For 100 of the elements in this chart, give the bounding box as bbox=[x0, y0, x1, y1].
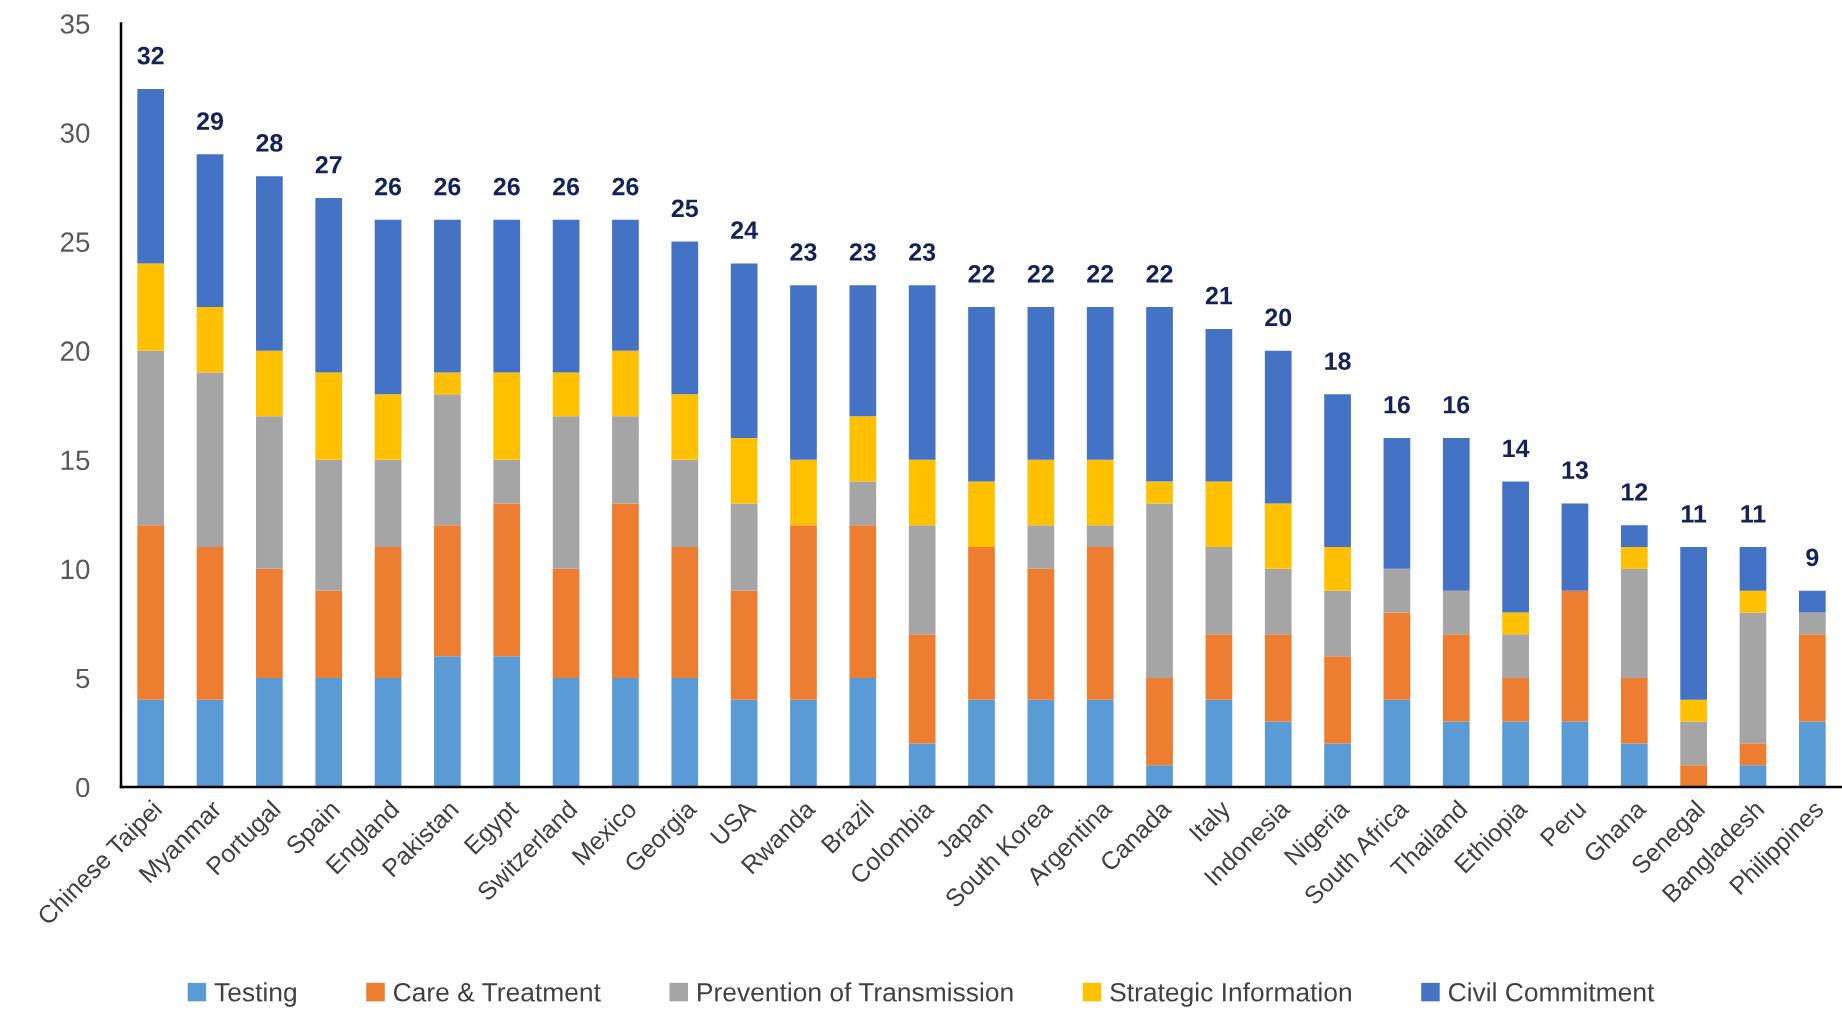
bar bbox=[671, 547, 699, 678]
bar bbox=[1027, 525, 1055, 569]
legend-label: Care & Treatment bbox=[393, 982, 601, 1002]
bar bbox=[612, 350, 639, 417]
y-tick-label: 35 bbox=[60, 14, 90, 34]
bar bbox=[1264, 350, 1292, 504]
total-label: 25 bbox=[671, 199, 698, 218]
bar bbox=[849, 285, 877, 417]
bar bbox=[1324, 394, 1351, 548]
bar bbox=[1264, 568, 1292, 635]
bar bbox=[256, 176, 283, 351]
bar bbox=[612, 503, 639, 678]
bar bbox=[1680, 547, 1707, 700]
bar bbox=[1739, 590, 1767, 613]
bar bbox=[1086, 459, 1114, 526]
bar bbox=[849, 481, 877, 526]
y-tick-label: 10 bbox=[61, 559, 90, 580]
total-label: 16 bbox=[1443, 395, 1470, 414]
bar bbox=[790, 699, 817, 788]
bar bbox=[256, 568, 283, 678]
bar bbox=[137, 525, 165, 700]
bar bbox=[671, 459, 699, 548]
bar bbox=[671, 394, 699, 460]
bar bbox=[968, 547, 995, 700]
bar bbox=[552, 677, 580, 788]
bar bbox=[552, 416, 580, 569]
bar bbox=[1146, 481, 1173, 504]
bar bbox=[1798, 612, 1826, 635]
bar bbox=[1205, 547, 1233, 635]
bar bbox=[671, 241, 699, 395]
bar bbox=[1205, 699, 1233, 788]
bar bbox=[196, 372, 224, 548]
y-tick-label: 25 bbox=[60, 232, 90, 252]
total-label: 23 bbox=[909, 243, 936, 261]
total-label: 21 bbox=[1205, 286, 1233, 305]
bar bbox=[137, 699, 165, 788]
bar bbox=[849, 416, 877, 482]
bar bbox=[1680, 721, 1707, 766]
bar bbox=[434, 525, 461, 657]
bar bbox=[730, 503, 758, 591]
legend-label: Civil Commitment bbox=[1448, 982, 1655, 1002]
total-label: 26 bbox=[434, 177, 461, 196]
bar bbox=[196, 307, 224, 373]
total-label: 29 bbox=[197, 112, 224, 130]
total-label: 22 bbox=[968, 264, 995, 283]
bar bbox=[730, 437, 758, 504]
bar bbox=[1561, 721, 1589, 788]
bar bbox=[137, 350, 165, 526]
bar bbox=[1502, 612, 1529, 635]
bar bbox=[137, 263, 165, 351]
bar bbox=[908, 459, 936, 526]
bar bbox=[1739, 765, 1767, 788]
bar bbox=[1502, 721, 1529, 788]
total-label: 32 bbox=[137, 46, 164, 65]
y-tick-label: 5 bbox=[76, 668, 90, 689]
bar bbox=[493, 656, 521, 788]
legend-label: Testing bbox=[214, 982, 296, 1007]
bar bbox=[671, 677, 699, 788]
bar bbox=[1561, 503, 1589, 591]
bar bbox=[196, 154, 224, 308]
bar bbox=[1502, 677, 1529, 722]
bar bbox=[256, 416, 283, 569]
bar bbox=[968, 481, 995, 548]
bar bbox=[434, 219, 461, 373]
bar bbox=[1739, 547, 1767, 591]
bar bbox=[1739, 612, 1767, 744]
total-label: 20 bbox=[1265, 308, 1292, 327]
bar bbox=[849, 677, 877, 788]
bar bbox=[1680, 765, 1707, 788]
bar bbox=[1442, 590, 1470, 635]
total-label: 11 bbox=[1741, 505, 1766, 523]
bar bbox=[612, 416, 639, 504]
total-label: 23 bbox=[790, 243, 817, 261]
bar bbox=[315, 590, 343, 678]
total-label: 22 bbox=[1027, 264, 1054, 283]
bar bbox=[196, 547, 224, 700]
bar bbox=[1383, 568, 1411, 613]
bar bbox=[968, 699, 995, 788]
y-tick-label: 30 bbox=[60, 123, 90, 143]
bar bbox=[908, 525, 936, 635]
bar bbox=[552, 372, 580, 417]
bar bbox=[1205, 481, 1233, 548]
bar bbox=[968, 307, 995, 482]
total-label: 24 bbox=[731, 221, 758, 239]
bar bbox=[1442, 634, 1470, 722]
total-label: 27 bbox=[315, 155, 342, 174]
bar bbox=[730, 590, 758, 700]
bar bbox=[1383, 699, 1411, 788]
bar bbox=[1324, 547, 1351, 591]
bar bbox=[1620, 743, 1648, 788]
bar bbox=[196, 699, 224, 788]
y-tick-label: 15 bbox=[61, 450, 90, 471]
bar bbox=[1798, 590, 1826, 613]
bar bbox=[434, 656, 461, 788]
bar bbox=[315, 197, 343, 373]
y-tick-label: 0 bbox=[76, 777, 90, 798]
bar bbox=[315, 459, 343, 591]
total-label: 23 bbox=[849, 243, 876, 261]
bar bbox=[1264, 721, 1292, 788]
bar bbox=[434, 394, 461, 526]
